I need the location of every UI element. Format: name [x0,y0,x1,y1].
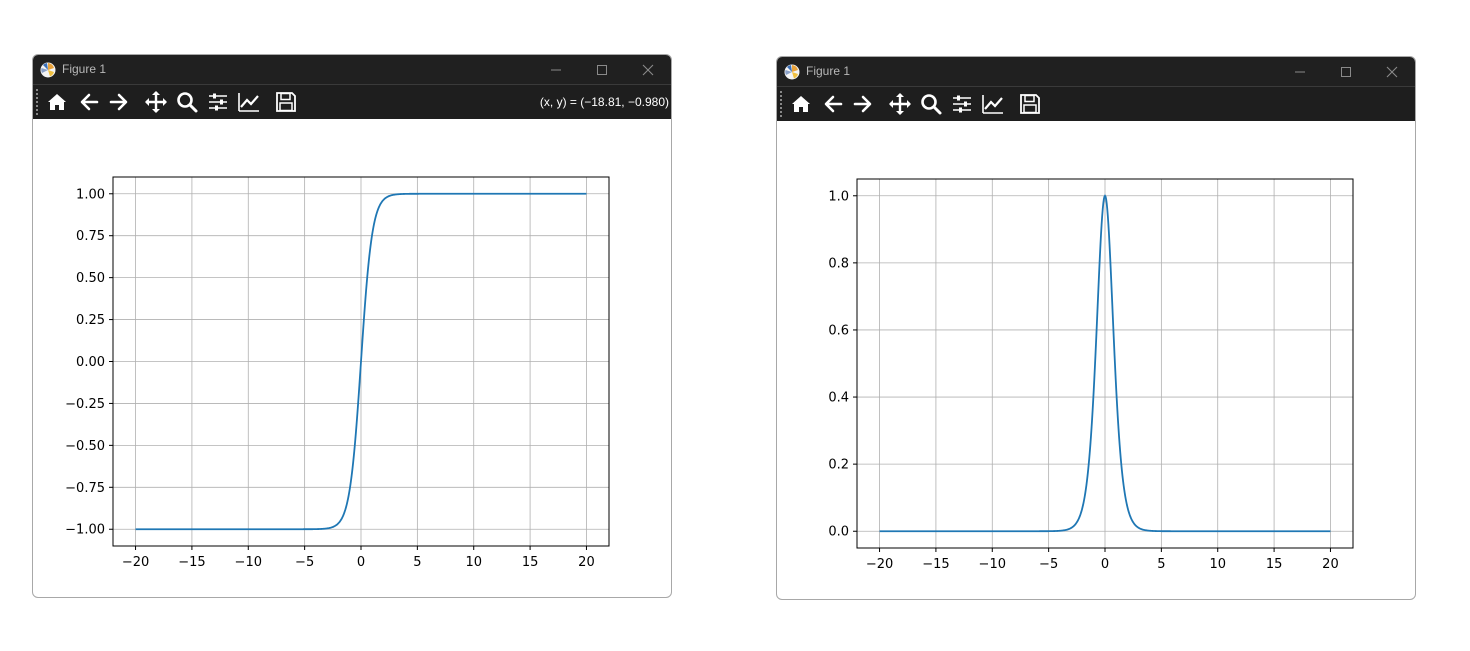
x-tick-label: 0 [357,555,365,570]
y-tick-label: 0.75 [76,229,105,244]
x-tick-label: 0 [1101,557,1109,572]
save-floppy-icon [276,92,296,112]
matplotlib-logo-icon [784,64,800,80]
edit-axes-line-icon [982,95,1003,114]
close-icon [1386,66,1398,78]
configure-subplots-button[interactable] [206,90,230,114]
close-button[interactable] [1369,57,1415,87]
minimize-button[interactable] [533,55,579,85]
configure-subplots-icon [953,95,971,113]
y-tick-label: 0.2 [828,458,849,473]
navigation-toolbar [777,87,1415,121]
x-tick-label: 20 [1322,557,1339,572]
forward-button[interactable] [851,92,875,116]
series-line [879,194,1331,533]
navigation-toolbar: (x, y) = (−18.81, −0.980) [33,85,671,119]
y-tick-label: 0.0 [828,525,849,540]
save-button[interactable] [274,90,298,114]
home-icon [48,94,66,110]
forward-arrow-icon [109,93,128,111]
home-button[interactable] [789,92,813,116]
y-tick-label: 1.00 [76,187,105,202]
minimize-icon [1295,71,1305,73]
plot-canvas[interactable]: −20 −15 −10 −5 0 5 10 15 20 1.00 0.75 0.50 0.25 0.00 −… [33,119,671,597]
edit-axes-line-icon [238,93,259,112]
x-tick-label: −20 [866,557,893,572]
figure-window-right[interactable]: Figure 1 [776,56,1416,600]
x-tick-label: 20 [578,555,595,570]
back-arrow-icon [80,93,99,111]
maximize-button[interactable] [1323,57,1369,87]
x-tick-label: −15 [922,557,949,572]
zoom-button[interactable] [175,90,199,114]
zoom-magnifier-icon [177,92,198,113]
toolbar-grip[interactable] [780,91,782,117]
minimize-button[interactable] [1277,57,1323,87]
title-bar[interactable]: Figure 1 [777,57,1415,87]
y-tick-label: −0.75 [65,481,105,496]
configure-subplots-button[interactable] [950,92,974,116]
y-tick-label: −0.50 [65,439,105,454]
forward-arrow-icon [853,95,872,113]
home-button[interactable] [45,90,69,114]
x-tick-label: 10 [465,555,482,570]
y-tick-label: 0.4 [828,391,849,406]
plot-canvas[interactable]: −20 −15 −10 −5 0 5 10 15 20 1.0 0.8 0.6 0.4 0.2 0.0 [777,121,1415,599]
title-bar[interactable]: Figure 1 [33,55,671,85]
back-button[interactable] [821,92,845,116]
y-tick-label: 0.6 [828,323,849,338]
x-tick-label: 10 [1209,557,1226,572]
forward-button[interactable] [107,90,131,114]
x-tick-label: 15 [522,555,539,570]
x-tick-label: −20 [122,555,149,570]
edit-axes-button[interactable] [237,90,261,114]
y-tick-label: −0.25 [65,397,105,412]
pan-button[interactable] [144,90,168,114]
y-tick-label: 0.50 [76,271,105,286]
close-icon [642,64,654,76]
back-arrow-icon [824,95,843,113]
back-button[interactable] [77,90,101,114]
pan-move-icon [145,91,167,113]
zoom-button[interactable] [919,92,943,116]
cursor-coordinates-readout: (x, y) = (−18.81, −0.980) [539,95,669,109]
x-tick-label: −15 [178,555,205,570]
x-tick-label: 5 [1157,557,1165,572]
x-tick-label: 15 [1266,557,1283,572]
x-tick-label: −10 [235,555,262,570]
save-floppy-icon [1020,94,1040,114]
y-tick-label: −1.00 [65,523,105,538]
x-tick-label: −5 [295,555,314,570]
close-button[interactable] [625,55,671,85]
maximize-button[interactable] [579,55,625,85]
y-tick-label: 0.00 [76,355,105,370]
toolbar-grip[interactable] [36,89,38,115]
x-tick-label: −5 [1039,557,1058,572]
home-icon [792,96,810,112]
window-title: Figure 1 [806,64,851,78]
maximize-icon [1341,67,1351,77]
y-tick-label: 0.8 [828,256,849,271]
minimize-icon [551,69,561,71]
y-tick-label: 0.25 [76,313,105,328]
series-line [135,192,587,531]
matplotlib-logo-icon [40,62,56,78]
grid-lines [857,179,1353,548]
x-tick-label: −10 [979,557,1006,572]
edit-axes-button[interactable] [981,92,1005,116]
pan-button[interactable] [888,92,912,116]
window-title: Figure 1 [62,62,107,76]
x-tick-label: 5 [413,555,421,570]
zoom-magnifier-icon [921,94,942,115]
y-tick-label: 1.0 [828,189,849,204]
pan-move-icon [889,93,911,115]
configure-subplots-icon [209,93,227,111]
maximize-icon [597,65,607,75]
save-button[interactable] [1018,92,1042,116]
figure-window-left[interactable]: Figure 1 [32,54,672,598]
